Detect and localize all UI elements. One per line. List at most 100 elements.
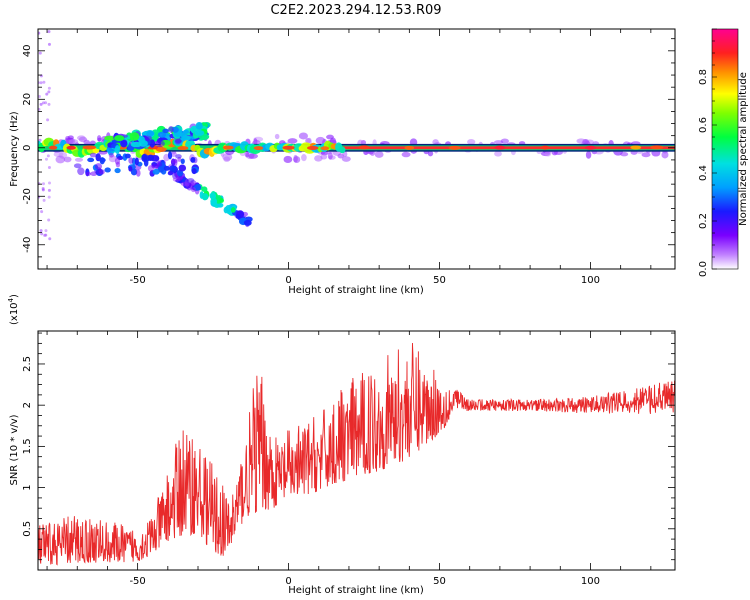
spectrogram-cell xyxy=(68,139,79,145)
spectrogram-cell xyxy=(167,171,174,176)
colorbar-gradient xyxy=(711,28,739,270)
spectrogram-cell xyxy=(47,42,51,46)
spectrogram-cell xyxy=(155,140,165,148)
spectrogram-cell xyxy=(402,151,409,156)
spectrogram-cell xyxy=(104,167,111,173)
spectrogram-cell xyxy=(38,107,41,111)
snr-marks xyxy=(38,342,675,566)
spectrogram-cell xyxy=(46,154,50,158)
spectrogram-cell xyxy=(358,145,370,150)
spectrogram-cell xyxy=(44,101,48,105)
spectrogram-cell xyxy=(120,139,128,148)
spectrogram-cell xyxy=(42,198,46,202)
y-tick-label: -40 xyxy=(22,237,33,253)
spectrogram-cell xyxy=(223,156,231,162)
spectrogram-cell xyxy=(494,150,502,157)
colorbar-tick-label: 0.0 xyxy=(698,261,709,277)
colorbar-tick-label: 0.2 xyxy=(698,213,709,229)
spectrogram-cell xyxy=(144,135,152,142)
spectrogram-cell xyxy=(47,102,51,106)
x-tick-label: 100 xyxy=(581,576,600,587)
spectrogram-cell xyxy=(114,157,121,165)
spectrogram-cell xyxy=(173,158,178,167)
spectrogram-cell xyxy=(339,146,346,154)
spectrogram-cell xyxy=(235,214,241,219)
spectrogram-cell xyxy=(47,181,51,185)
spectrogram-frame xyxy=(37,28,676,270)
spectrogram-cell xyxy=(253,146,264,151)
spectrogram-cell xyxy=(48,145,58,150)
spectrogram-cell xyxy=(341,156,351,162)
spectrogram-cell xyxy=(146,130,155,137)
spectrogram-ylabel: Frequency (Hz) xyxy=(9,111,20,187)
y-tick-label: 1 xyxy=(22,484,33,490)
spectrogram-cell xyxy=(500,138,509,144)
x-tick-label: 50 xyxy=(433,576,446,587)
spectrogram-cell xyxy=(641,152,651,158)
spectrogram-cell xyxy=(576,138,586,144)
spectrogram-cell xyxy=(42,80,46,84)
x-tick-label: 50 xyxy=(433,275,446,286)
spectrogram-cell xyxy=(147,165,154,172)
snr-multiplier-exp: 4 xyxy=(7,297,15,302)
spectrogram-cell xyxy=(283,155,293,164)
spectrogram-cell xyxy=(39,229,43,233)
spectrogram-cell xyxy=(149,139,156,148)
spectrogram-cell xyxy=(114,135,125,142)
spectrogram-cell xyxy=(124,153,131,159)
spectrogram-cell xyxy=(326,134,334,140)
spectrogram-cell xyxy=(620,152,629,157)
spectrogram-cell xyxy=(201,186,208,193)
spectrogram-cell xyxy=(134,157,139,166)
spectrogram-cell xyxy=(180,158,185,165)
colorbar-ticks: 0.0 0.2 0.4 0.6 0.8 xyxy=(698,28,717,277)
spectrogram-cell xyxy=(178,164,187,172)
spectrogram-marks xyxy=(38,30,675,241)
spectrogram-cell xyxy=(128,165,133,172)
spectrogram-cell xyxy=(65,136,71,141)
spectrogram-cell xyxy=(320,146,330,151)
spectrogram-cell xyxy=(243,219,252,226)
spectrogram-cell xyxy=(47,188,51,192)
spectrogram-cell xyxy=(141,154,148,162)
snr-ylabel: SNR (10 * v/v) xyxy=(9,414,20,485)
spectrogram-cell xyxy=(40,232,44,236)
spectrogram-cell xyxy=(651,152,661,157)
spectrogram-cell xyxy=(96,135,102,142)
colorbar-tick-label: 0.6 xyxy=(698,117,709,133)
spectrogram-cell xyxy=(219,198,224,203)
spectrogram-cell xyxy=(320,150,329,156)
spectrogram-cell xyxy=(98,169,105,175)
spectrogram-cell xyxy=(293,156,301,164)
spectrogram-cell xyxy=(47,218,51,222)
snr-multiplier-open: (x10 xyxy=(9,302,20,325)
colorbar: 0.0 0.2 0.4 0.6 0.8 Normalized spectral ampl… xyxy=(698,28,749,277)
spectrogram-cell xyxy=(194,129,205,136)
spectrogram-cell xyxy=(147,154,155,161)
spectrogram-cell xyxy=(544,151,552,157)
zero-band-core xyxy=(339,146,675,150)
spectrogram-cell xyxy=(327,152,333,160)
spectrogram-cell xyxy=(225,205,232,213)
spectrogram-cell xyxy=(585,150,592,159)
svg-text:(x104): (x104) xyxy=(7,294,20,325)
spectrogram-cell xyxy=(40,210,44,214)
spectrogram-cell xyxy=(306,145,319,150)
spectrogram-cell xyxy=(177,146,189,151)
spectrogram-cell xyxy=(584,145,597,150)
spectrogram-cell xyxy=(168,126,174,133)
spectrogram-cell xyxy=(114,145,120,154)
spectrogram-cell xyxy=(661,151,669,159)
snr-series-line xyxy=(38,342,675,566)
spectrogram-cell xyxy=(46,118,50,122)
spectrogram-cell xyxy=(298,132,309,140)
colorbar-label: Normalized spectral amplitude xyxy=(738,72,749,226)
spectrogram-cell xyxy=(163,165,170,171)
spectrogram-cell xyxy=(467,138,476,145)
spectrogram-cell xyxy=(94,163,103,170)
y-tick-label: -20 xyxy=(22,188,33,204)
spectrogram-cell xyxy=(186,178,195,183)
spectrogram-cell xyxy=(175,154,182,159)
spectrogram-cell xyxy=(47,30,51,34)
spectrogram-cell xyxy=(38,31,41,35)
